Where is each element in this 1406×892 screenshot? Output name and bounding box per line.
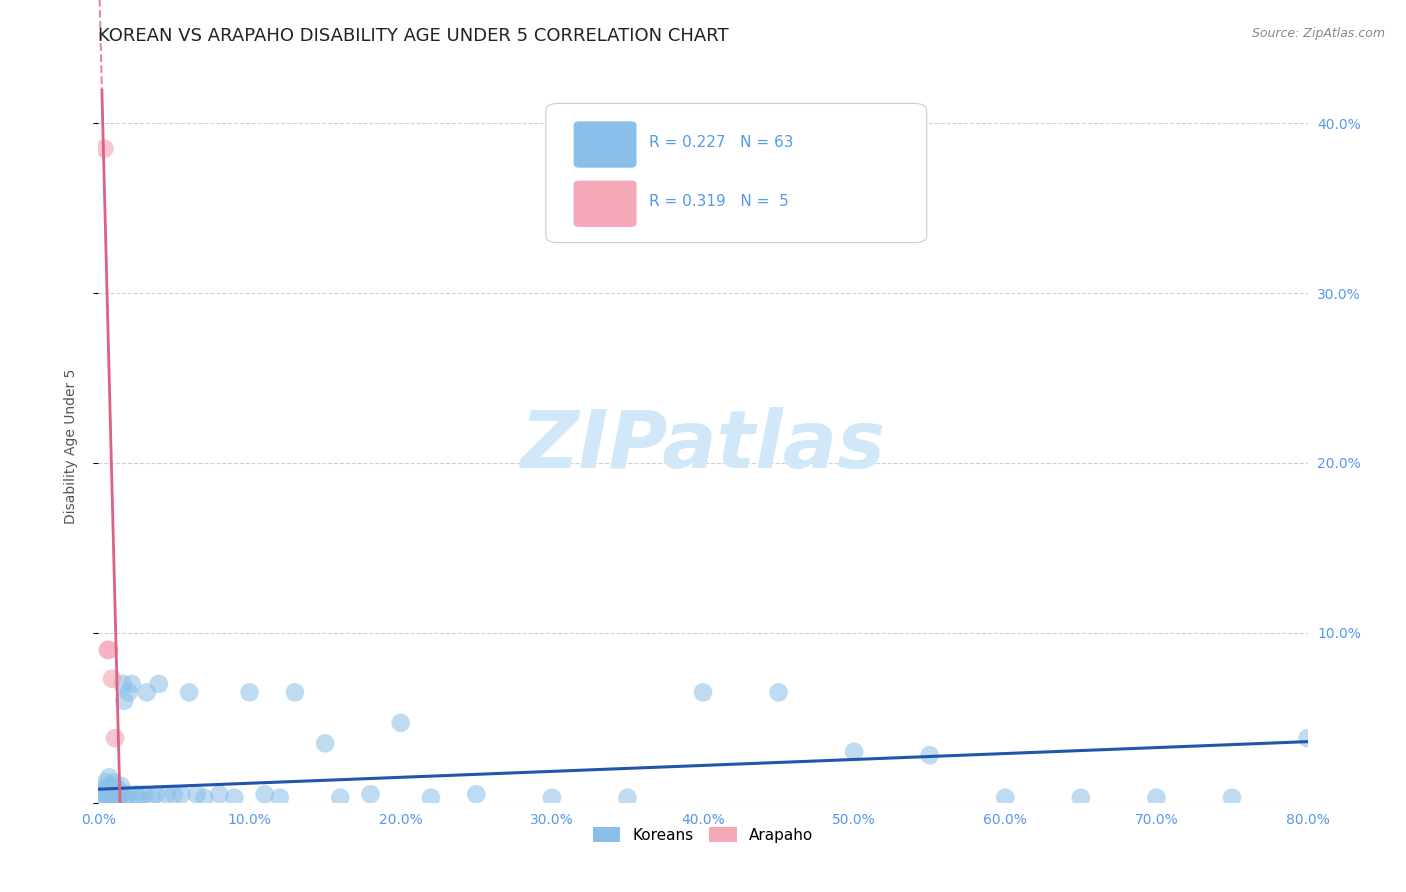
Point (269, 790, 291, 805)
Point (1220, 790, 1243, 805)
Point (1070, 790, 1092, 805)
Point (208, 787, 231, 801)
Point (101, 672, 124, 686)
Point (115, 787, 138, 801)
Point (93, 790, 115, 805)
Point (314, 736, 336, 750)
FancyBboxPatch shape (546, 103, 927, 243)
Point (107, 782, 129, 797)
Point (148, 677, 170, 691)
Point (94, 786, 117, 800)
Point (112, 694, 135, 708)
Point (100, 779, 122, 793)
Point (121, 677, 143, 691)
Point (132, 787, 155, 801)
Point (540, 790, 562, 805)
Point (100, 787, 122, 801)
Point (98, 790, 121, 805)
Point (104, 786, 127, 800)
Point (360, 787, 382, 801)
Point (616, 790, 638, 805)
Text: R = 0.319   N =  5: R = 0.319 N = 5 (648, 194, 789, 210)
Point (135, 685, 157, 699)
Point (96, 643, 118, 657)
Point (186, 787, 208, 801)
Point (329, 790, 352, 805)
Point (98, 643, 121, 657)
Point (239, 685, 262, 699)
Point (118, 685, 141, 699)
Point (420, 790, 443, 805)
Point (103, 789, 125, 803)
Point (179, 685, 201, 699)
Point (114, 790, 136, 805)
Point (768, 685, 790, 699)
Point (163, 787, 186, 801)
Point (101, 790, 124, 805)
FancyBboxPatch shape (574, 121, 637, 168)
Point (110, 779, 132, 793)
Point (994, 790, 1017, 805)
Point (141, 790, 163, 805)
Point (98, 770, 121, 784)
Point (844, 745, 866, 759)
Point (96, 789, 118, 803)
Text: ZIPatlas: ZIPatlas (520, 407, 886, 485)
Point (94, 775, 117, 789)
Point (389, 715, 412, 730)
Point (465, 787, 488, 801)
FancyBboxPatch shape (574, 180, 637, 227)
Point (105, 790, 128, 805)
Point (692, 685, 714, 699)
Text: KOREAN VS ARAPAHO DISABILITY AGE UNDER 5 CORRELATION CHART: KOREAN VS ARAPAHO DISABILITY AGE UNDER 5… (98, 27, 730, 45)
Point (110, 787, 132, 801)
Point (128, 790, 150, 805)
Point (104, 731, 127, 746)
Point (101, 784, 124, 798)
Point (193, 790, 215, 805)
Text: R = 0.227   N = 63: R = 0.227 N = 63 (648, 136, 793, 150)
Point (96, 780, 118, 795)
Point (224, 790, 246, 805)
Point (284, 685, 307, 699)
Point (918, 748, 941, 763)
Point (170, 787, 193, 801)
Point (253, 787, 276, 801)
Point (155, 787, 177, 801)
Point (111, 677, 134, 691)
Legend: Koreans, Arapaho: Koreans, Arapaho (586, 821, 820, 848)
Point (103, 775, 125, 789)
Point (91, 782, 114, 797)
Point (90, 787, 112, 801)
Point (1296, 731, 1319, 746)
Point (1144, 790, 1167, 805)
Point (93, 142, 115, 156)
Point (108, 789, 131, 803)
Y-axis label: Disability Age Under 5: Disability Age Under 5 (63, 368, 77, 524)
Point (125, 787, 148, 801)
Text: Source: ZipAtlas.com: Source: ZipAtlas.com (1251, 27, 1385, 40)
Point (145, 787, 167, 801)
